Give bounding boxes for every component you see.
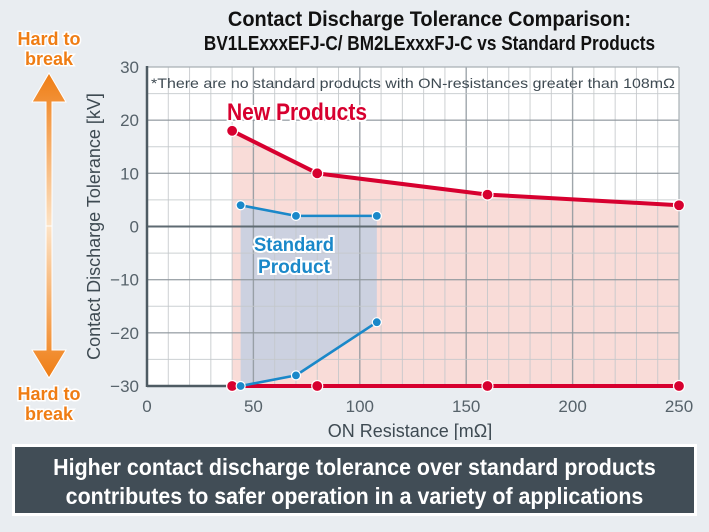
series-label-standard-line1: Standard — [254, 235, 334, 256]
data-point-1-upper — [235, 200, 246, 211]
hard-to-break-bottom-line-1: Hard to — [18, 384, 81, 404]
arrow-down-icon — [31, 225, 67, 379]
y-tick-label: −20 — [110, 324, 139, 343]
y-tick-label: −30 — [110, 377, 139, 396]
chart-subtitle: BV1LExxxEFJ-C/ BM2LExxxFJ-C vs Standard … — [203, 33, 656, 55]
x-axis-title: ON Resistance [mΩ] — [328, 421, 493, 440]
data-point-1-upper — [371, 210, 382, 221]
hard-to-break-top-line-1: Hard to — [18, 29, 81, 49]
data-point-1-upper — [290, 210, 302, 221]
chart-note: *There are no standard products with ON-… — [151, 75, 675, 91]
y-tick-label: 0 — [130, 218, 139, 237]
data-point-1-lower — [235, 380, 246, 392]
y-tick-label: 20 — [120, 111, 139, 130]
chart-title-block: Contact Discharge Tolerance Comparison: … — [150, 8, 709, 56]
data-point-0-upper — [311, 167, 324, 180]
data-point-0-upper — [481, 188, 494, 201]
hard-to-break-top-line-2: break — [25, 49, 74, 69]
x-tick-label: 0 — [142, 397, 151, 416]
data-point-0-lower — [311, 379, 324, 393]
y-tick-label: 30 — [120, 58, 139, 77]
hard-to-break-bottom-line-2: break — [25, 404, 74, 424]
data-point-0-lower — [672, 379, 686, 393]
x-tick-label: 200 — [558, 397, 586, 416]
data-point-1-lower — [371, 317, 382, 328]
series-line-0-upper — [231, 129, 680, 208]
y-axis-title: Contact Discharge Tolerance [kV] — [84, 93, 104, 360]
x-tick-label: 50 — [244, 397, 263, 416]
x-tick-label: 250 — [665, 397, 693, 416]
arrow-up-icon — [31, 72, 67, 227]
data-point-1-lower — [290, 370, 302, 381]
footer-line-1: Higher contact discharge tolerance over … — [53, 454, 656, 480]
series-label-new-products: New Products — [227, 99, 367, 126]
y-tick-label: 10 — [120, 164, 139, 183]
y-tick-label: −10 — [110, 271, 139, 290]
data-point-0-lower — [481, 379, 494, 393]
chart-title: Contact Discharge Tolerance Comparison: — [227, 8, 632, 31]
x-tick-label: 100 — [346, 397, 374, 416]
footer-banner: Higher contact discharge tolerance over … — [12, 444, 697, 516]
data-point-0-upper — [226, 124, 239, 137]
footer-text: Higher contact discharge tolerance over … — [15, 447, 694, 513]
data-point-0-upper — [672, 199, 686, 212]
footer-line-2: contributes to safer operation in a vari… — [65, 483, 644, 509]
series-label-standard-line2: Product — [258, 257, 331, 278]
x-tick-label: 150 — [452, 397, 480, 416]
